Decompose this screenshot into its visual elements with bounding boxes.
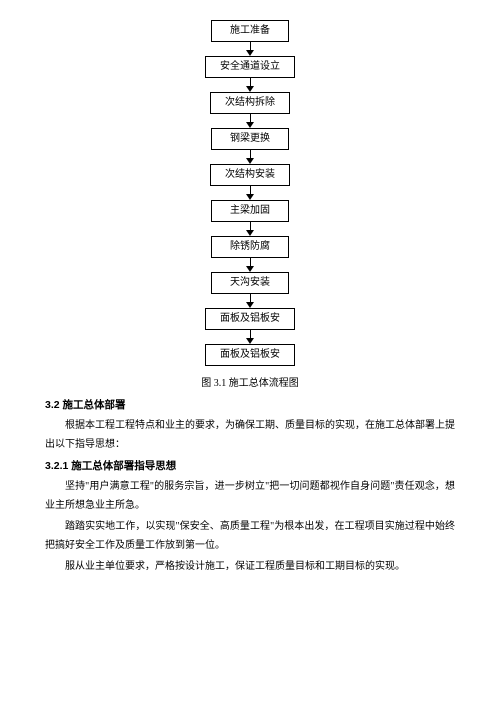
body-paragraph: 根据本工程工程特点和业主的要求，为确保工期、质量目标的实现，在施工总体部署上提出…	[45, 416, 455, 454]
body-paragraph: 踏踏实实地工作，以实现"保安全、高质量工程"为根本出发，在工程项目实施过程中始终…	[45, 517, 455, 555]
flow-arrow	[246, 78, 254, 92]
flow-node: 次结构拆除	[210, 92, 290, 114]
flow-arrow	[246, 186, 254, 200]
body-paragraph: 服从业主单位要求，严格按设计施工，保证工程质量目标和工期目标的实现。	[45, 557, 455, 576]
flow-arrow	[246, 222, 254, 236]
flow-node: 钢梁更换	[211, 128, 289, 150]
section-heading: 3.2.1 施工总体部署指导思想	[45, 458, 455, 473]
flow-node: 面板及铝板安	[205, 344, 295, 366]
flow-arrow	[246, 258, 254, 272]
flow-node: 次结构安装	[210, 164, 290, 186]
flow-node: 除锈防腐	[211, 236, 289, 258]
flow-arrow	[246, 330, 254, 344]
flow-node: 面板及铝板安	[205, 308, 295, 330]
flow-arrow	[246, 42, 254, 56]
flow-node: 主梁加固	[211, 200, 289, 222]
flow-arrow	[246, 150, 254, 164]
body-paragraph: 坚持"用户满意工程"的服务宗旨，进一步树立"把一切问题都视作自身问题"责任观念，…	[45, 477, 455, 515]
flow-node: 安全通道设立	[205, 56, 295, 78]
flowchart: 施工准备 安全通道设立 次结构拆除 钢梁更换 次结构安装 主梁加固 除锈防腐 天…	[45, 20, 455, 366]
flow-arrow	[246, 114, 254, 128]
flow-node: 施工准备	[211, 20, 289, 42]
flow-node: 天沟安装	[211, 272, 289, 294]
figure-caption: 图 3.1 施工总体流程图	[45, 374, 455, 389]
flow-arrow	[246, 294, 254, 308]
section-heading: 3.2 施工总体部署	[45, 397, 455, 412]
